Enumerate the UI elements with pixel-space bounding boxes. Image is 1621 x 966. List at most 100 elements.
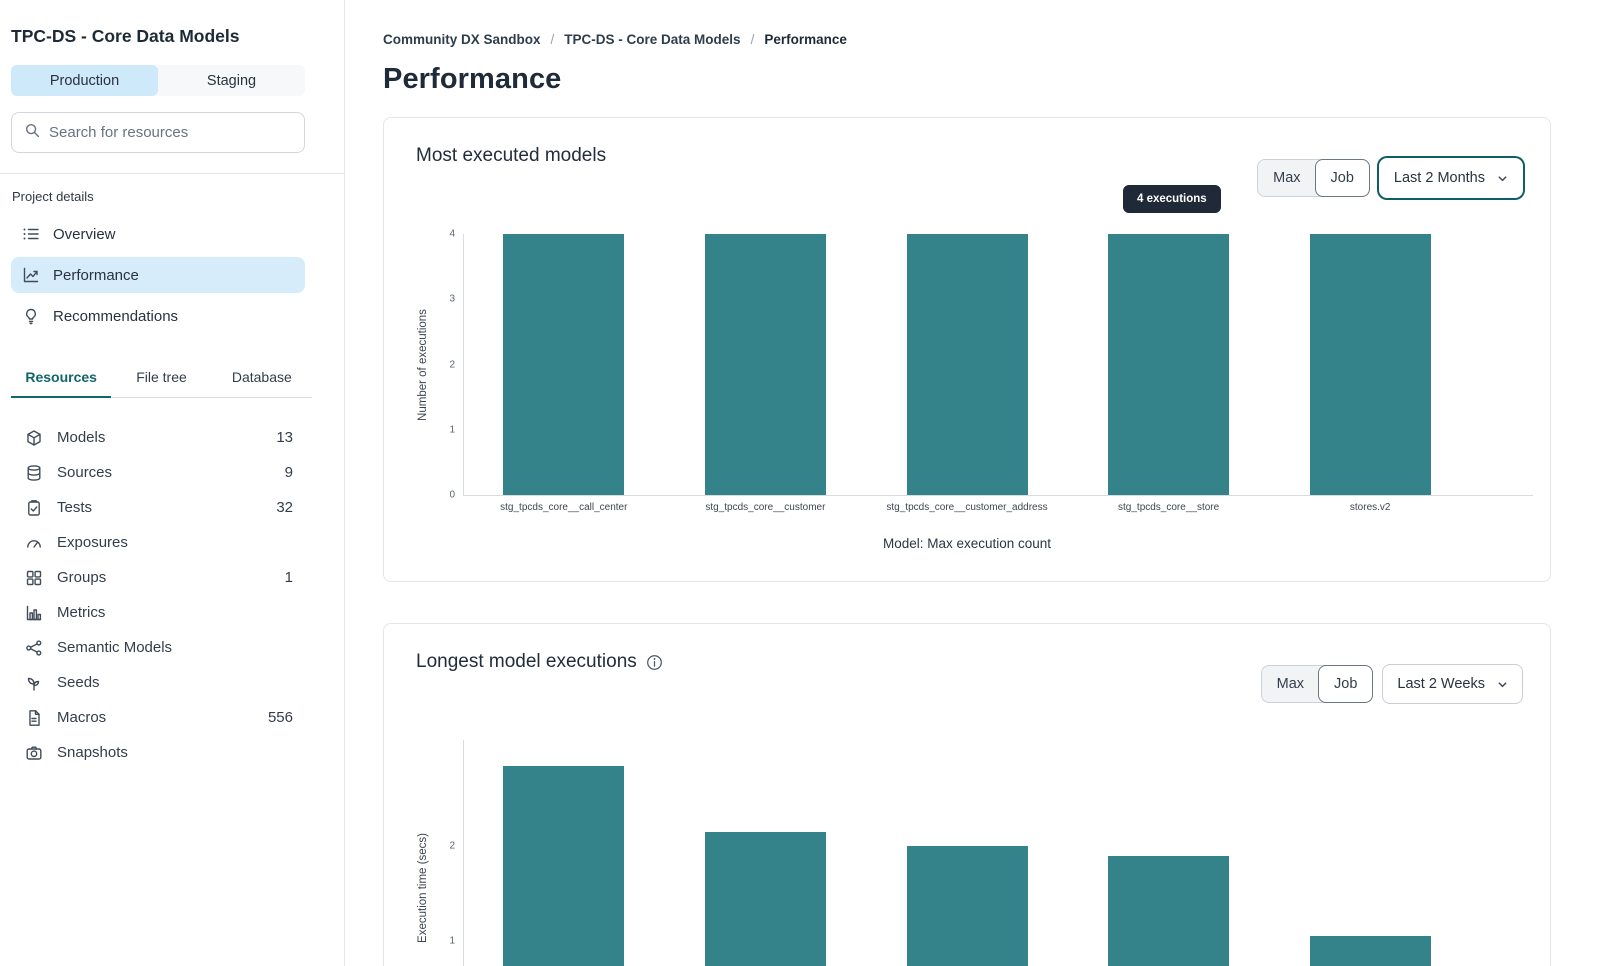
resource-count: 556 — [267, 709, 293, 726]
time-range-dropdown[interactable]: Last 2 Months — [1378, 158, 1523, 198]
sidebar: TPC-DS - Core Data Models Production Stag… — [0, 0, 345, 966]
line-chart-icon — [22, 266, 40, 284]
resource-count: 13 — [276, 429, 293, 446]
y-tick-label: 0 — [449, 489, 455, 501]
tab-resources[interactable]: Resources — [11, 360, 112, 398]
resource-label: Models — [57, 429, 106, 446]
info-icon[interactable] — [646, 654, 663, 671]
breadcrumb-item-performance: Performance — [764, 32, 847, 47]
y-tick-label: 1 — [449, 424, 455, 436]
y-axis-label: Number of executions — [417, 308, 429, 421]
toggle-job-button[interactable]: Job — [1314, 159, 1370, 197]
y-tick-label: 4 — [449, 228, 455, 240]
y-tick-label: 2 — [449, 359, 455, 370]
x-category-label: stores.v2 — [1349, 502, 1391, 513]
sidebar-item-recommendations[interactable]: Recommendations — [11, 298, 305, 334]
chart-bar-stg-tpcds-core-store[interactable] — [1108, 234, 1230, 495]
breadcrumb: Community DX Sandbox / TPC-DS - Core Data … — [383, 32, 1621, 47]
tab-file-tree[interactable]: File tree — [136, 369, 187, 385]
y-axis-label: Execution time (secs) — [417, 833, 429, 943]
file-icon — [25, 709, 43, 727]
search-icon — [24, 122, 40, 143]
y-axis-line — [463, 234, 464, 495]
sprout-icon — [25, 674, 43, 692]
chart-bar-stg-tpcds-core-customer-address[interactable] — [906, 234, 1028, 495]
main-content: Community DX Sandbox / TPC-DS - Core Data … — [345, 0, 1621, 966]
aggregate-toggle: Max Job — [1257, 159, 1370, 197]
breadcrumb-item-tpc-ds-core-data-models[interactable]: TPC-DS - Core Data Models — [564, 32, 741, 47]
clipboard-icon — [25, 499, 43, 517]
sidebar-resource-snapshots[interactable]: Snapshots — [11, 735, 305, 770]
sidebar-resource-models[interactable]: Models 13 — [11, 420, 305, 455]
sidebar-resource-exposures[interactable]: Exposures — [11, 525, 305, 560]
x-category-label: stg_tpcds_core__call_center — [500, 502, 628, 513]
project-nav: Overview Performance Recommendations — [11, 216, 333, 334]
sidebar-item-performance[interactable]: Performance — [11, 257, 305, 293]
sidebar-resource-tests[interactable]: Tests 32 — [11, 490, 305, 525]
project-title: TPC-DS - Core Data Models — [11, 26, 240, 46]
section-label: Project details — [12, 189, 94, 204]
sidebar-resource-metrics[interactable]: Metrics — [11, 595, 305, 630]
toggle-max-button[interactable]: Max — [1276, 676, 1305, 692]
list-icon — [22, 225, 40, 243]
card-title: Longest model executions — [416, 651, 663, 673]
sidebar-item-label: Performance — [53, 266, 139, 284]
x-category-label: stg_tpcds_core__customer_address — [886, 502, 1048, 513]
chart-bar-1[interactable] — [503, 765, 625, 966]
resource-count: 32 — [276, 499, 293, 516]
chart-bar-stg-tpcds-core-call-center[interactable] — [503, 234, 625, 495]
bar-chart-icon — [25, 604, 43, 622]
resource-label: Exposures — [57, 534, 128, 551]
breadcrumb-separator: / — [550, 32, 555, 47]
most-executed-models-chart: 0 1 2 3 4 Number of executions stg_tpcds_core_… — [384, 118, 1550, 581]
chart-bar-stg-tpcds-core-customer[interactable] — [704, 234, 826, 495]
chart-controls: Max Job Last 2 Weeks — [1260, 664, 1523, 704]
env-tab-staging[interactable]: Staging — [206, 72, 257, 89]
sidebar-item-overview[interactable]: Overview — [11, 216, 305, 252]
x-axis-line — [463, 495, 1533, 496]
cube-icon — [25, 429, 43, 447]
sidebar-resource-semantic-models[interactable]: Semantic Models — [11, 630, 305, 665]
chevron-down-icon — [1497, 679, 1508, 690]
page-title: Performance — [383, 63, 562, 95]
resource-count: 9 — [284, 464, 293, 481]
tab-database[interactable]: Database — [231, 369, 292, 385]
chart-bar-3[interactable] — [906, 846, 1028, 966]
camera-icon — [25, 744, 43, 762]
longest-model-executions-card: Longest model executions Max Job Last 2 We… — [383, 623, 1551, 966]
chart-bar-2[interactable] — [704, 832, 826, 966]
y-tick-label: 3 — [449, 293, 455, 305]
resource-label: Macros — [57, 709, 107, 726]
resource-count: 1 — [284, 569, 293, 586]
env-tab-production[interactable]: Production — [11, 65, 158, 96]
time-range-value: Last 2 Months — [1393, 170, 1485, 186]
search-box[interactable] — [11, 112, 305, 153]
sidebar-resource-groups[interactable]: Groups 1 — [11, 560, 305, 595]
sidebar-resource-sources[interactable]: Sources 9 — [11, 455, 305, 490]
chart-bar-4[interactable] — [1108, 855, 1230, 966]
breadcrumb-separator: / — [750, 32, 755, 47]
resource-label: Seeds — [57, 674, 100, 691]
sidebar-resource-seeds[interactable]: Seeds — [11, 665, 305, 700]
database-icon — [25, 464, 43, 482]
aggregate-toggle: Max Job — [1260, 665, 1374, 703]
breadcrumb-item-community-dx-sandbox[interactable]: Community DX Sandbox — [383, 32, 541, 47]
card-title-text: Longest model executions — [416, 651, 637, 672]
resource-tabs: Resources File tree Database — [11, 360, 312, 398]
resource-label: Groups — [57, 569, 107, 586]
toggle-max-button[interactable]: Max — [1273, 170, 1301, 186]
grid-icon — [25, 569, 43, 587]
chart-bar-stores-v2[interactable] — [1309, 234, 1431, 495]
time-range-dropdown[interactable]: Last 2 Weeks — [1382, 664, 1523, 704]
x-category-label: stg_tpcds_core__store — [1118, 502, 1220, 513]
x-axis-label: Model: Max execution count — [882, 536, 1052, 551]
chart-bar-5[interactable] — [1309, 936, 1431, 966]
time-range-value: Last 2 Weeks — [1397, 676, 1485, 692]
chevron-down-icon — [1497, 173, 1508, 184]
search-input[interactable] — [49, 124, 292, 141]
toggle-job-button[interactable]: Job — [1318, 665, 1374, 703]
environment-toggle: Production Staging — [11, 65, 305, 96]
y-axis-line — [463, 740, 464, 966]
sidebar-item-label: Overview — [53, 225, 116, 243]
sidebar-resource-macros[interactable]: Macros 556 — [11, 700, 305, 735]
